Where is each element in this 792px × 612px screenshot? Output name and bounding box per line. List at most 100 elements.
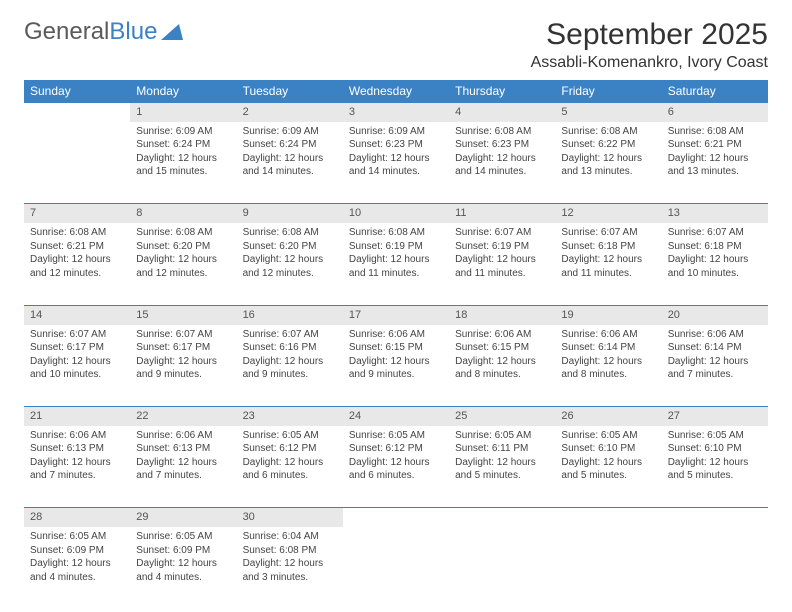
sunset-text: Sunset: 6:21 PM (668, 138, 762, 152)
sunset-text: Sunset: 6:21 PM (30, 240, 124, 254)
day-number-cell (662, 508, 768, 527)
d1-text: Daylight: 12 hours (243, 355, 337, 369)
sunrise-text: Sunrise: 6:08 AM (561, 125, 655, 139)
sunrise-text: Sunrise: 6:09 AM (136, 125, 230, 139)
d1-text: Daylight: 12 hours (668, 456, 762, 470)
day-content-row: Sunrise: 6:08 AMSunset: 6:21 PMDaylight:… (24, 223, 768, 305)
day-content-cell: Sunrise: 6:04 AMSunset: 6:08 PMDaylight:… (237, 527, 343, 609)
day-number-row: 78910111213 (24, 204, 768, 223)
sunrise-text: Sunrise: 6:04 AM (243, 530, 337, 544)
day-number-row: 123456 (24, 103, 768, 122)
day-content-cell (662, 527, 768, 609)
d1-text: Daylight: 12 hours (136, 355, 230, 369)
day-number-cell: 11 (449, 204, 555, 223)
logo: GeneralBlue (24, 18, 183, 46)
d1-text: Daylight: 12 hours (561, 253, 655, 267)
sunset-text: Sunset: 6:14 PM (668, 341, 762, 355)
day-content-row: Sunrise: 6:07 AMSunset: 6:17 PMDaylight:… (24, 325, 768, 407)
sunrise-text: Sunrise: 6:05 AM (136, 530, 230, 544)
day-number-cell: 6 (662, 103, 768, 122)
d1-text: Daylight: 12 hours (668, 355, 762, 369)
d2-text: and 5 minutes. (561, 469, 655, 483)
day-number-cell: 21 (24, 407, 130, 426)
sunset-text: Sunset: 6:20 PM (136, 240, 230, 254)
sunrise-text: Sunrise: 6:06 AM (349, 328, 443, 342)
day-content-cell: Sunrise: 6:07 AMSunset: 6:16 PMDaylight:… (237, 325, 343, 407)
sunrise-text: Sunrise: 6:08 AM (30, 226, 124, 240)
sunset-text: Sunset: 6:17 PM (30, 341, 124, 355)
day-content-cell: Sunrise: 6:07 AMSunset: 6:19 PMDaylight:… (449, 223, 555, 305)
sunrise-text: Sunrise: 6:09 AM (349, 125, 443, 139)
day-number-cell: 24 (343, 407, 449, 426)
sunrise-text: Sunrise: 6:07 AM (455, 226, 549, 240)
d2-text: and 7 minutes. (30, 469, 124, 483)
sunset-text: Sunset: 6:15 PM (349, 341, 443, 355)
logo-text-part1: General (24, 18, 109, 45)
day-number-cell: 13 (662, 204, 768, 223)
sunset-text: Sunset: 6:16 PM (243, 341, 337, 355)
day-number-cell: 30 (237, 508, 343, 527)
day-number-cell (449, 508, 555, 527)
day-number-cell: 19 (555, 305, 661, 324)
day-content-cell: Sunrise: 6:05 AMSunset: 6:12 PMDaylight:… (343, 426, 449, 508)
d1-text: Daylight: 12 hours (136, 557, 230, 571)
sunset-text: Sunset: 6:11 PM (455, 442, 549, 456)
sunset-text: Sunset: 6:23 PM (455, 138, 549, 152)
d1-text: Daylight: 12 hours (561, 152, 655, 166)
sunrise-text: Sunrise: 6:07 AM (561, 226, 655, 240)
day-content-cell: Sunrise: 6:08 AMSunset: 6:22 PMDaylight:… (555, 122, 661, 204)
day-number-cell: 9 (237, 204, 343, 223)
d1-text: Daylight: 12 hours (243, 456, 337, 470)
sunset-text: Sunset: 6:10 PM (668, 442, 762, 456)
day-content-cell: Sunrise: 6:06 AMSunset: 6:13 PMDaylight:… (130, 426, 236, 508)
logo-text: GeneralBlue (24, 18, 157, 46)
title-block: September 2025 Assabli-Komenankro, Ivory… (531, 18, 768, 72)
calendar-table: Sunday Monday Tuesday Wednesday Thursday… (24, 80, 768, 609)
location-label: Assabli-Komenankro, Ivory Coast (531, 54, 768, 72)
day-content-cell: Sunrise: 6:08 AMSunset: 6:21 PMDaylight:… (24, 223, 130, 305)
day-number-cell: 10 (343, 204, 449, 223)
d1-text: Daylight: 12 hours (349, 456, 443, 470)
d2-text: and 13 minutes. (561, 165, 655, 179)
d2-text: and 9 minutes. (349, 368, 443, 382)
sunrise-text: Sunrise: 6:08 AM (455, 125, 549, 139)
day-number-cell: 14 (24, 305, 130, 324)
day-content-cell: Sunrise: 6:05 AMSunset: 6:11 PMDaylight:… (449, 426, 555, 508)
day-content-row: Sunrise: 6:05 AMSunset: 6:09 PMDaylight:… (24, 527, 768, 609)
sunrise-text: Sunrise: 6:08 AM (136, 226, 230, 240)
d1-text: Daylight: 12 hours (136, 456, 230, 470)
d1-text: Daylight: 12 hours (30, 355, 124, 369)
d2-text: and 15 minutes. (136, 165, 230, 179)
d1-text: Daylight: 12 hours (349, 152, 443, 166)
d2-text: and 13 minutes. (668, 165, 762, 179)
logo-text-part2: Blue (109, 18, 157, 45)
day-content-cell (555, 527, 661, 609)
day-content-cell: Sunrise: 6:08 AMSunset: 6:23 PMDaylight:… (449, 122, 555, 204)
d2-text: and 7 minutes. (136, 469, 230, 483)
weekday-header: Thursday (449, 80, 555, 103)
d1-text: Daylight: 12 hours (243, 253, 337, 267)
d2-text: and 7 minutes. (668, 368, 762, 382)
sunset-text: Sunset: 6:15 PM (455, 341, 549, 355)
sunrise-text: Sunrise: 6:08 AM (349, 226, 443, 240)
sunset-text: Sunset: 6:17 PM (136, 341, 230, 355)
d2-text: and 8 minutes. (455, 368, 549, 382)
day-number-cell: 29 (130, 508, 236, 527)
d2-text: and 11 minutes. (561, 267, 655, 281)
day-content-cell: Sunrise: 6:05 AMSunset: 6:10 PMDaylight:… (662, 426, 768, 508)
day-content-cell: Sunrise: 6:06 AMSunset: 6:14 PMDaylight:… (662, 325, 768, 407)
day-content-cell: Sunrise: 6:06 AMSunset: 6:14 PMDaylight:… (555, 325, 661, 407)
day-content-cell: Sunrise: 6:05 AMSunset: 6:12 PMDaylight:… (237, 426, 343, 508)
day-number-cell: 8 (130, 204, 236, 223)
day-content-cell (24, 122, 130, 204)
weekday-header-row: Sunday Monday Tuesday Wednesday Thursday… (24, 80, 768, 103)
day-number-cell: 7 (24, 204, 130, 223)
d1-text: Daylight: 12 hours (561, 456, 655, 470)
day-number-cell: 12 (555, 204, 661, 223)
day-content-cell: Sunrise: 6:09 AMSunset: 6:24 PMDaylight:… (237, 122, 343, 204)
d2-text: and 14 minutes. (349, 165, 443, 179)
d2-text: and 8 minutes. (561, 368, 655, 382)
day-content-cell: Sunrise: 6:09 AMSunset: 6:24 PMDaylight:… (130, 122, 236, 204)
sunrise-text: Sunrise: 6:06 AM (668, 328, 762, 342)
sunset-text: Sunset: 6:19 PM (455, 240, 549, 254)
